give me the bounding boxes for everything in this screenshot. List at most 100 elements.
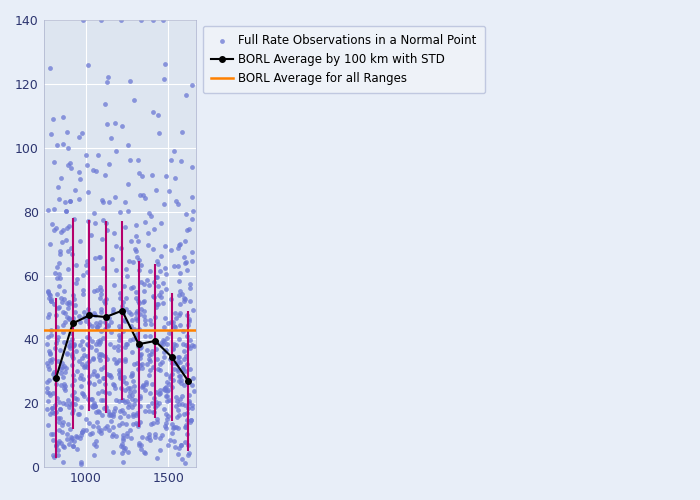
Full Rate Observations in a Normal Point: [124, 388, 135, 396]
Full Rate Observations in a Normal Point: [183, 226, 194, 234]
Full Rate Observations in a Normal Point: [122, 207, 134, 215]
Full Rate Observations in a Normal Point: [64, 440, 75, 448]
Full Rate Observations in a Normal Point: [128, 96, 139, 104]
Full Rate Observations in a Normal Point: [144, 268, 155, 276]
Full Rate Observations in a Normal Point: [76, 371, 87, 379]
Full Rate Observations in a Normal Point: [77, 344, 88, 352]
Full Rate Observations in a Normal Point: [183, 404, 194, 412]
Full Rate Observations in a Normal Point: [145, 420, 156, 428]
Full Rate Observations in a Normal Point: [41, 340, 52, 348]
Full Rate Observations in a Normal Point: [152, 300, 163, 308]
Full Rate Observations in a Normal Point: [160, 60, 171, 68]
Full Rate Observations in a Normal Point: [98, 216, 109, 224]
Full Rate Observations in a Normal Point: [46, 430, 57, 438]
Full Rate Observations in a Normal Point: [178, 294, 189, 302]
Full Rate Observations in a Normal Point: [123, 308, 134, 316]
Full Rate Observations in a Normal Point: [57, 328, 69, 336]
Full Rate Observations in a Normal Point: [155, 219, 167, 227]
Full Rate Observations in a Normal Point: [93, 376, 104, 384]
Full Rate Observations in a Normal Point: [57, 428, 68, 436]
Full Rate Observations in a Normal Point: [169, 443, 181, 451]
Full Rate Observations in a Normal Point: [183, 398, 195, 406]
Full Rate Observations in a Normal Point: [50, 340, 61, 347]
Full Rate Observations in a Normal Point: [118, 376, 129, 384]
Full Rate Observations in a Normal Point: [152, 300, 163, 308]
Full Rate Observations in a Normal Point: [83, 188, 94, 196]
Full Rate Observations in a Normal Point: [68, 376, 79, 384]
Full Rate Observations in a Normal Point: [86, 402, 97, 409]
Full Rate Observations in a Normal Point: [102, 356, 113, 364]
Full Rate Observations in a Normal Point: [48, 158, 59, 166]
Full Rate Observations in a Normal Point: [62, 265, 74, 273]
Full Rate Observations in a Normal Point: [74, 340, 85, 348]
Full Rate Observations in a Normal Point: [56, 438, 67, 446]
Full Rate Observations in a Normal Point: [120, 294, 132, 302]
Full Rate Observations in a Normal Point: [84, 380, 95, 388]
Full Rate Observations in a Normal Point: [127, 368, 138, 376]
Full Rate Observations in a Normal Point: [53, 270, 64, 278]
Full Rate Observations in a Normal Point: [67, 442, 78, 450]
Full Rate Observations in a Normal Point: [152, 110, 163, 118]
Full Rate Observations in a Normal Point: [170, 423, 181, 431]
Full Rate Observations in a Normal Point: [120, 379, 132, 387]
Full Rate Observations in a Normal Point: [82, 256, 93, 264]
Full Rate Observations in a Normal Point: [117, 436, 128, 444]
Full Rate Observations in a Normal Point: [188, 387, 199, 395]
Full Rate Observations in a Normal Point: [137, 298, 148, 306]
Full Rate Observations in a Normal Point: [108, 342, 120, 350]
Full Rate Observations in a Normal Point: [68, 342, 79, 349]
Full Rate Observations in a Normal Point: [174, 309, 185, 317]
Full Rate Observations in a Normal Point: [138, 382, 149, 390]
Full Rate Observations in a Normal Point: [55, 381, 66, 389]
Full Rate Observations in a Normal Point: [179, 368, 190, 376]
Full Rate Observations in a Normal Point: [95, 364, 106, 372]
Full Rate Observations in a Normal Point: [144, 366, 155, 374]
Full Rate Observations in a Normal Point: [147, 108, 158, 116]
Full Rate Observations in a Normal Point: [76, 354, 88, 362]
Full Rate Observations in a Normal Point: [47, 220, 58, 228]
Full Rate Observations in a Normal Point: [94, 408, 105, 416]
Full Rate Observations in a Normal Point: [122, 404, 133, 411]
Full Rate Observations in a Normal Point: [160, 285, 172, 293]
Full Rate Observations in a Normal Point: [143, 355, 154, 363]
Full Rate Observations in a Normal Point: [107, 380, 118, 388]
Full Rate Observations in a Normal Point: [46, 358, 57, 366]
Full Rate Observations in a Normal Point: [52, 414, 64, 422]
Full Rate Observations in a Normal Point: [108, 229, 120, 237]
Full Rate Observations in a Normal Point: [97, 264, 108, 272]
Full Rate Observations in a Normal Point: [88, 422, 99, 430]
Full Rate Observations in a Normal Point: [60, 236, 71, 244]
Full Rate Observations in a Normal Point: [42, 378, 53, 386]
Full Rate Observations in a Normal Point: [174, 269, 186, 277]
Full Rate Observations in a Normal Point: [150, 272, 161, 280]
Full Rate Observations in a Normal Point: [67, 291, 78, 299]
Full Rate Observations in a Normal Point: [119, 386, 130, 394]
Full Rate Observations in a Normal Point: [62, 224, 73, 232]
Full Rate Observations in a Normal Point: [160, 370, 172, 378]
Full Rate Observations in a Normal Point: [174, 411, 185, 419]
Full Rate Observations in a Normal Point: [43, 287, 54, 295]
Full Rate Observations in a Normal Point: [164, 372, 176, 380]
Full Rate Observations in a Normal Point: [82, 62, 93, 70]
Full Rate Observations in a Normal Point: [175, 287, 186, 295]
Full Rate Observations in a Normal Point: [106, 328, 117, 336]
Full Rate Observations in a Normal Point: [134, 394, 146, 402]
Full Rate Observations in a Normal Point: [173, 450, 184, 458]
Full Rate Observations in a Normal Point: [47, 388, 58, 396]
Full Rate Observations in a Normal Point: [70, 432, 81, 440]
Full Rate Observations in a Normal Point: [106, 373, 117, 381]
Full Rate Observations in a Normal Point: [161, 392, 172, 400]
Full Rate Observations in a Normal Point: [131, 309, 142, 317]
Full Rate Observations in a Normal Point: [78, 308, 89, 316]
Full Rate Observations in a Normal Point: [58, 399, 69, 407]
Full Rate Observations in a Normal Point: [132, 342, 144, 350]
Full Rate Observations in a Normal Point: [119, 316, 130, 324]
Full Rate Observations in a Normal Point: [184, 364, 195, 372]
Full Rate Observations in a Normal Point: [64, 341, 76, 349]
Full Rate Observations in a Normal Point: [120, 355, 131, 363]
Full Rate Observations in a Normal Point: [153, 364, 164, 372]
Full Rate Observations in a Normal Point: [151, 454, 162, 462]
Full Rate Observations in a Normal Point: [52, 357, 64, 365]
Full Rate Observations in a Normal Point: [181, 311, 193, 319]
Full Rate Observations in a Normal Point: [44, 240, 55, 248]
